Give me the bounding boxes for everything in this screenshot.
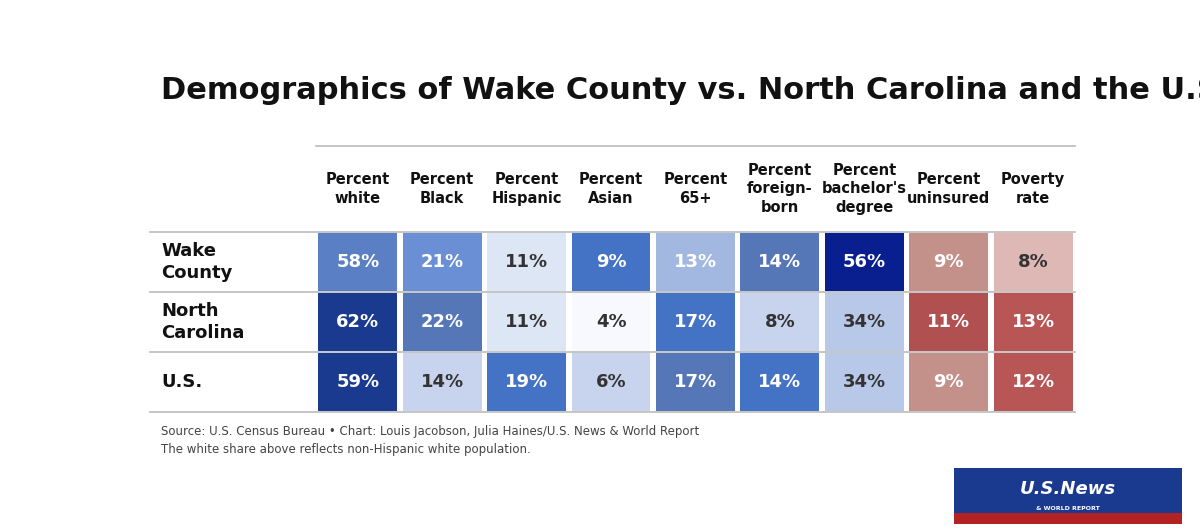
Text: Percent
uninsured: Percent uninsured [907,172,990,205]
Text: 14%: 14% [758,373,802,391]
Text: 9%: 9% [595,253,626,271]
Text: 14%: 14% [758,253,802,271]
FancyBboxPatch shape [740,233,820,290]
Text: North
Carolina: North Carolina [161,302,245,342]
Text: 12%: 12% [1012,373,1055,391]
Text: 8%: 8% [764,313,796,331]
Text: 14%: 14% [421,373,463,391]
Text: 6%: 6% [595,373,626,391]
FancyBboxPatch shape [487,293,566,351]
Text: 34%: 34% [842,313,886,331]
Text: 62%: 62% [336,313,379,331]
Text: 8%: 8% [1018,253,1049,271]
Text: U.S.News: U.S.News [1020,480,1116,498]
Text: Demographics of Wake County vs. North Carolina and the U.S.: Demographics of Wake County vs. North Ca… [161,76,1200,105]
FancyBboxPatch shape [487,233,566,290]
FancyBboxPatch shape [994,233,1073,290]
FancyBboxPatch shape [740,293,820,351]
Text: 11%: 11% [505,313,548,331]
Text: 56%: 56% [842,253,886,271]
Text: 58%: 58% [336,253,379,271]
FancyBboxPatch shape [318,293,397,351]
Text: 59%: 59% [336,373,379,391]
Text: Percent
Hispanic: Percent Hispanic [491,172,562,205]
FancyBboxPatch shape [571,353,650,411]
Text: 11%: 11% [505,253,548,271]
FancyBboxPatch shape [824,233,904,290]
FancyBboxPatch shape [824,293,904,351]
FancyBboxPatch shape [571,293,650,351]
FancyBboxPatch shape [487,353,566,411]
Text: 13%: 13% [674,253,718,271]
FancyBboxPatch shape [403,233,481,290]
Text: 4%: 4% [595,313,626,331]
FancyBboxPatch shape [910,293,988,351]
FancyBboxPatch shape [403,293,481,351]
Text: Percent
65+: Percent 65+ [664,172,727,205]
Text: Percent
white: Percent white [325,172,390,205]
Text: Wake
County: Wake County [161,242,233,282]
Text: & WORLD REPORT: & WORLD REPORT [1036,506,1100,511]
Text: 9%: 9% [934,373,964,391]
Text: 22%: 22% [421,313,463,331]
FancyBboxPatch shape [824,353,904,411]
Text: Percent
Asian: Percent Asian [578,172,643,205]
Text: 17%: 17% [674,373,718,391]
Text: Percent
Black: Percent Black [410,172,474,205]
Text: Poverty
rate: Poverty rate [1001,172,1066,205]
FancyBboxPatch shape [318,353,397,411]
Text: 19%: 19% [505,373,548,391]
Text: Percent
foreign-
born: Percent foreign- born [748,163,812,215]
FancyBboxPatch shape [994,293,1073,351]
FancyBboxPatch shape [403,353,481,411]
FancyBboxPatch shape [910,353,988,411]
FancyBboxPatch shape [656,353,734,411]
FancyBboxPatch shape [910,233,988,290]
FancyBboxPatch shape [740,353,820,411]
FancyBboxPatch shape [571,233,650,290]
Text: 9%: 9% [934,253,964,271]
Text: Source: U.S. Census Bureau • Chart: Louis Jacobson, Julia Haines/U.S. News & Wor: Source: U.S. Census Bureau • Chart: Loui… [161,425,700,456]
Text: 11%: 11% [928,313,971,331]
Text: 21%: 21% [421,253,463,271]
Text: U.S.: U.S. [161,373,203,391]
Text: Percent
bachelor's
degree: Percent bachelor's degree [822,163,907,215]
FancyBboxPatch shape [994,353,1073,411]
FancyBboxPatch shape [318,233,397,290]
FancyBboxPatch shape [656,233,734,290]
Text: 13%: 13% [1012,313,1055,331]
Text: 34%: 34% [842,373,886,391]
Text: 17%: 17% [674,313,718,331]
FancyBboxPatch shape [954,468,1182,514]
FancyBboxPatch shape [954,513,1182,524]
FancyBboxPatch shape [656,293,734,351]
